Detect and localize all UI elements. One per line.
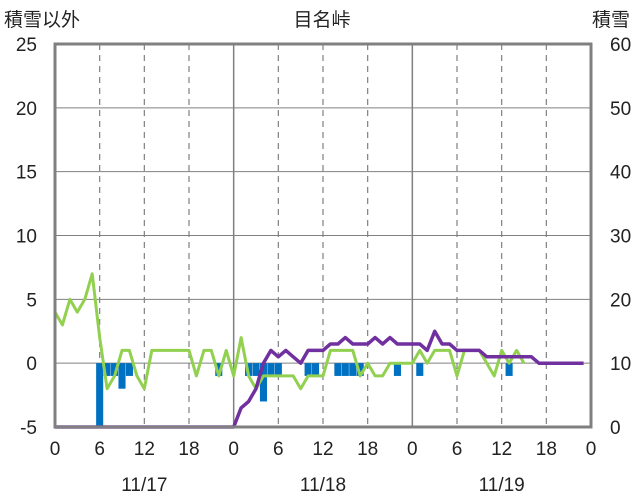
precip-bar [304,363,312,376]
date-label: 11/19 [479,475,525,496]
precip-bar [341,363,349,376]
left-tick-label: 20 [16,99,37,120]
right-tick-label: 0 [610,418,621,439]
x-tick-label: 18 [178,439,199,460]
precip-bar [356,363,364,376]
precip-bar [96,363,104,427]
left-tick-label: -5 [20,418,37,439]
snow-depth-line [55,329,584,429]
precip-bar [274,363,282,376]
right-tick-label: 10 [610,354,631,375]
precip-bar [259,363,267,402]
precip-bar [267,363,275,376]
precip-bar [215,363,223,376]
left-tick-label: 5 [26,290,37,311]
temperature-line [53,272,526,391]
left-tick-label: 15 [16,163,37,184]
left-axis-label: 積雪以外 [4,9,80,31]
precip-bar [252,363,260,376]
precip-bar [505,363,513,376]
precip-bar [103,363,111,376]
left-tick-label: 0 [26,354,37,375]
right-axis-label: 積雪 [592,9,630,31]
precip-bar [349,363,357,376]
line-layer [53,272,584,429]
precip-bar [111,363,119,376]
x-tick-label: 0 [228,439,239,460]
x-tick-label: 12 [134,439,155,460]
right-tick-label: 60 [610,35,631,56]
plot-frame [53,42,593,429]
date-label: 11/18 [300,475,346,496]
x-tick-label: 18 [536,439,557,460]
x-tick-label: 0 [50,439,61,460]
precip-bar [125,363,133,376]
precip-bar [118,363,126,389]
x-tick-label: 12 [312,439,333,460]
right-tick-label: 30 [610,227,631,248]
x-tick-label: 6 [273,439,284,460]
x-tick-label: 18 [357,439,378,460]
precip-bar [312,363,320,376]
left-tick-label: 25 [16,35,37,56]
chart-title: 目名峠 [293,9,350,31]
bar-layer [96,363,513,427]
right-tick-label: 50 [610,99,631,120]
x-tick-label: 12 [491,439,512,460]
x-tick-label: 6 [94,439,105,460]
right-tick-label: 20 [610,290,631,311]
precip-bar [416,363,424,376]
date-label: 11/17 [121,475,167,496]
precip-bar [393,363,401,376]
x-tick-label: 0 [586,439,597,460]
left-tick-label: 10 [16,227,37,248]
right-tick-label: 40 [610,163,631,184]
x-tick-label: 6 [452,439,463,460]
x-tick-label: 0 [407,439,418,460]
precip-bar [334,363,342,376]
